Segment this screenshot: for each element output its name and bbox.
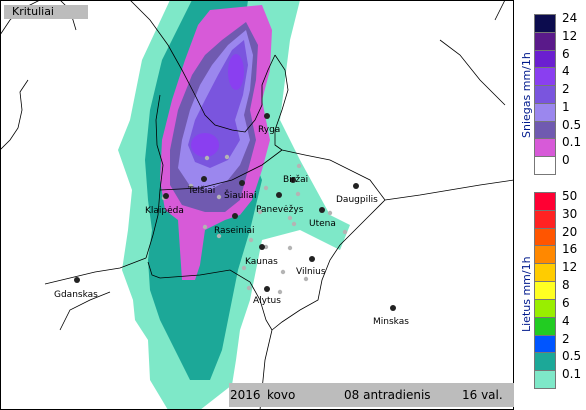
- snow-legend-level-label: 0: [562, 153, 570, 168]
- city-label-daugpilis: Daugpilis: [336, 195, 378, 205]
- snow-legend-level-label: 2: [562, 82, 570, 97]
- timestamp-day: 08 antradienis: [344, 388, 431, 402]
- snow-legend-swatch: [534, 85, 556, 104]
- rain-legend-title: Lietus mm/1h: [520, 256, 533, 332]
- city-label-kaunas: Kaunas: [245, 257, 278, 267]
- timestamp-bar: 2016 kovo 08 antradienis 16 val.: [229, 383, 514, 407]
- city-label-ryga: Ryga: [258, 125, 280, 135]
- rain-legend-swatch: [534, 298, 556, 318]
- rain-legend-level-label: 2: [562, 331, 570, 346]
- city-label-vilnius: Vilnius: [296, 267, 326, 277]
- snow-legend-level-label: 6: [562, 46, 570, 61]
- snow-legend-swatch: [534, 31, 556, 51]
- snow-legend-swatch: [534, 102, 556, 122]
- city-label-raseiniai: Raseiniai: [214, 226, 255, 236]
- timestamp-hour: 16 val.: [462, 388, 503, 402]
- city-label-birzai: Biržai: [283, 175, 308, 185]
- snow-legend-swatch: [534, 49, 556, 69]
- rain-legend-swatch: [534, 316, 556, 336]
- rain-legend-swatch: [534, 227, 556, 247]
- rain-legend-swatch: [534, 209, 556, 229]
- city-label-alytus: Alytus: [253, 296, 281, 306]
- rain-legend-level-label: 30: [562, 206, 578, 221]
- snow-legend-level-label: 1: [562, 99, 570, 114]
- city-label-utena: Utena: [309, 219, 336, 229]
- snow-legend-level-label: 24: [562, 11, 578, 25]
- snow-legend-swatch: [534, 156, 556, 175]
- rain-legend-swatch: [534, 245, 556, 265]
- rain-legend-level-label: 50: [562, 189, 578, 203]
- city-label-klaipeda: Klaipėda: [145, 206, 184, 216]
- rain-legend-level-label: 6: [562, 295, 570, 310]
- rain-legend-level-label: 20: [562, 224, 578, 239]
- rain-legend-swatch: [534, 192, 556, 211]
- snow-legend-level-label: 12: [562, 28, 578, 43]
- city-label-telsiai: Telšiai: [187, 185, 215, 196]
- snow-legend-swatch: [534, 67, 556, 87]
- rain-legend-level-label: 0.1: [562, 367, 582, 382]
- city-labels: Ryga Telšiai Šiauliai Biržai Panevėžys D…: [54, 125, 409, 327]
- rain-legend-swatch: [534, 334, 556, 354]
- snow-4mm-area: [228, 54, 244, 90]
- snow-legend-swatch: [534, 14, 556, 33]
- rain-legend-level-label: 8: [562, 278, 570, 293]
- snow-legend-swatch: [534, 120, 556, 140]
- city-label-siauliai: Šiauliai: [224, 189, 256, 201]
- snow-legend-level-label: 0.1: [562, 135, 582, 150]
- snow-4mm-area-south: [191, 133, 219, 157]
- rain-legend-level-label: 16: [562, 242, 578, 257]
- rain-legend-level-label: 4: [562, 313, 570, 328]
- rain-legend-swatch: [534, 281, 556, 300]
- timestamp-year: 2016: [230, 388, 261, 402]
- snow-legend-title: Sniegas mm/1h: [520, 52, 533, 138]
- map-title: Krituliai: [4, 5, 88, 19]
- rain-legend-swatch: [534, 263, 556, 283]
- snow-legend-swatch: [534, 138, 556, 158]
- rain-legend-swatch: [534, 370, 556, 389]
- rain-legend-level-label: 0.5: [562, 349, 582, 364]
- city-label-panevezys: Panevėžys: [256, 205, 304, 215]
- city-label-gdanskas: Gdanskas: [54, 290, 98, 300]
- rain-legend-level-label: 12: [562, 260, 578, 275]
- city-label-minskas: Minskas: [373, 317, 409, 327]
- rain-legend-swatch: [534, 352, 556, 372]
- city-markers: [74, 113, 396, 311]
- precipitation-map: Ryga Telšiai Šiauliai Biržai Panevėžys D…: [0, 0, 514, 410]
- snow-legend-level-label: 4: [562, 64, 570, 79]
- snow-legend-level-label: 0.5: [562, 117, 582, 132]
- timestamp-month: kovo: [267, 388, 296, 402]
